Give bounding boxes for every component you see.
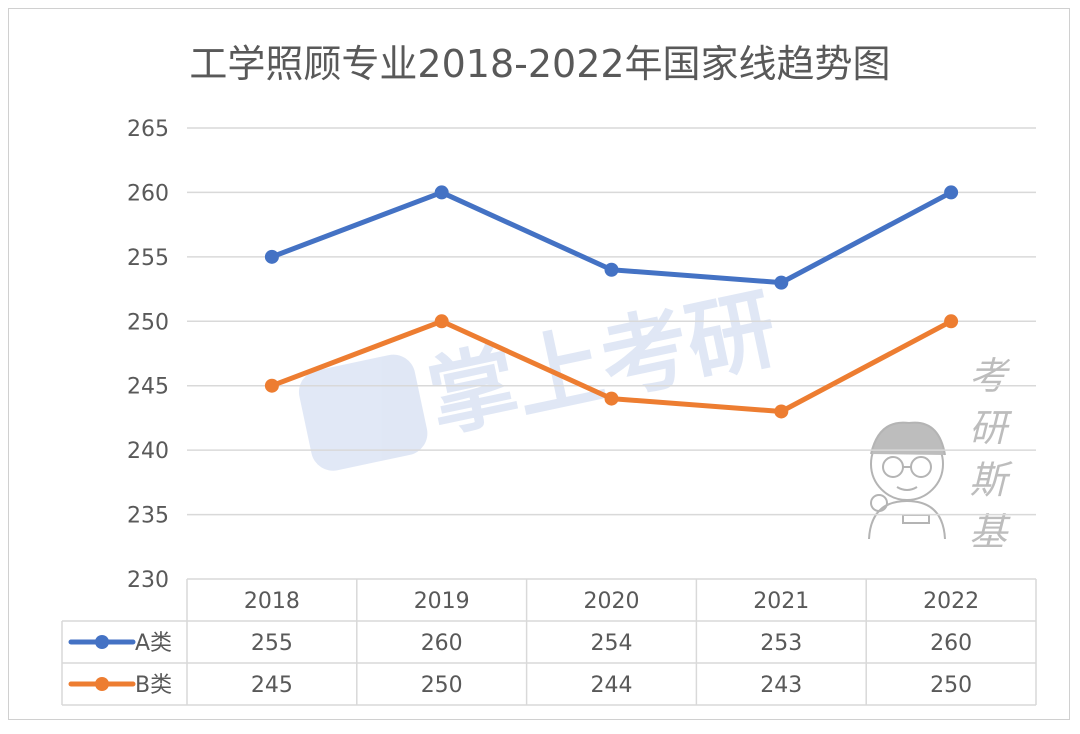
table-cell-value: 254 [591,631,633,656]
chart-frame: 掌上考研 考 研 斯 基 工学照顾专业2018-2022年国家线趋势图 265 2… [8,8,1070,720]
watermark-char: 考 [969,354,1011,398]
legend-marker-swatch [95,677,109,691]
table-cell-value: 250 [930,673,972,698]
table-cell-value: 250 [421,673,463,698]
y-tick-label: 260 [127,181,169,206]
chart-title: 工学照顾专业2018-2022年国家线趋势图 [189,42,890,86]
table-cell-value: 244 [591,673,633,698]
data-point [604,391,619,406]
y-tick-label: 240 [127,439,169,464]
y-tick-label: 255 [127,246,169,271]
watermark-book-icon [298,354,428,471]
table-cell-value: 260 [421,631,463,656]
y-tick-label: 230 [127,568,169,593]
y-tick-label: 250 [127,310,169,335]
y-tick-label: 265 [127,117,169,142]
data-point [434,314,449,329]
legend-marker-swatch [95,635,109,649]
gridlines [187,127,1036,516]
data-point [264,378,279,393]
watermark-char: 研 [969,406,1013,450]
data-table: 2018 2019 2020 2021 2022 A类 255 260 254 253 260 B类 2… [61,578,1037,706]
x-category-label: 2019 [414,589,470,614]
y-axis-ticks: 265 260 255 250 245 240 235 230 [127,117,169,593]
data-point [774,275,789,290]
line-chart: 掌上考研 考 研 斯 基 工学照顾专业2018-2022年国家线趋势图 2652… [61,42,1037,706]
mascot-icon [868,421,946,540]
y-tick-label: 235 [127,504,169,529]
table-cell-value: 260 [930,631,972,656]
legend-entry: B类 [135,673,172,698]
watermark-logo-text: 掌上考研 [419,276,785,450]
table-cell-value: 245 [251,673,293,698]
x-category-label: 2021 [753,589,809,614]
table-cell-value: 255 [251,631,293,656]
table-cell-value: 243 [760,673,802,698]
table-cell-value: 253 [760,631,802,656]
data-point [604,262,619,277]
data-point [944,185,959,200]
y-tick-label: 245 [127,375,169,400]
x-category-label: 2022 [923,589,979,614]
legend-entry: A类 [135,631,172,656]
data-point [434,185,449,200]
watermark-char: 基 [969,510,1011,554]
data-point [774,404,789,419]
data-point [264,249,279,264]
watermark-char: 斯 [969,458,1013,502]
watermark-logo: 掌上考研 [298,276,785,471]
data-point [944,314,959,329]
series-lines [264,185,959,419]
x-category-label: 2018 [244,589,300,614]
x-category-label: 2020 [584,589,640,614]
watermark-mascot: 考 研 斯 基 [868,354,1013,554]
